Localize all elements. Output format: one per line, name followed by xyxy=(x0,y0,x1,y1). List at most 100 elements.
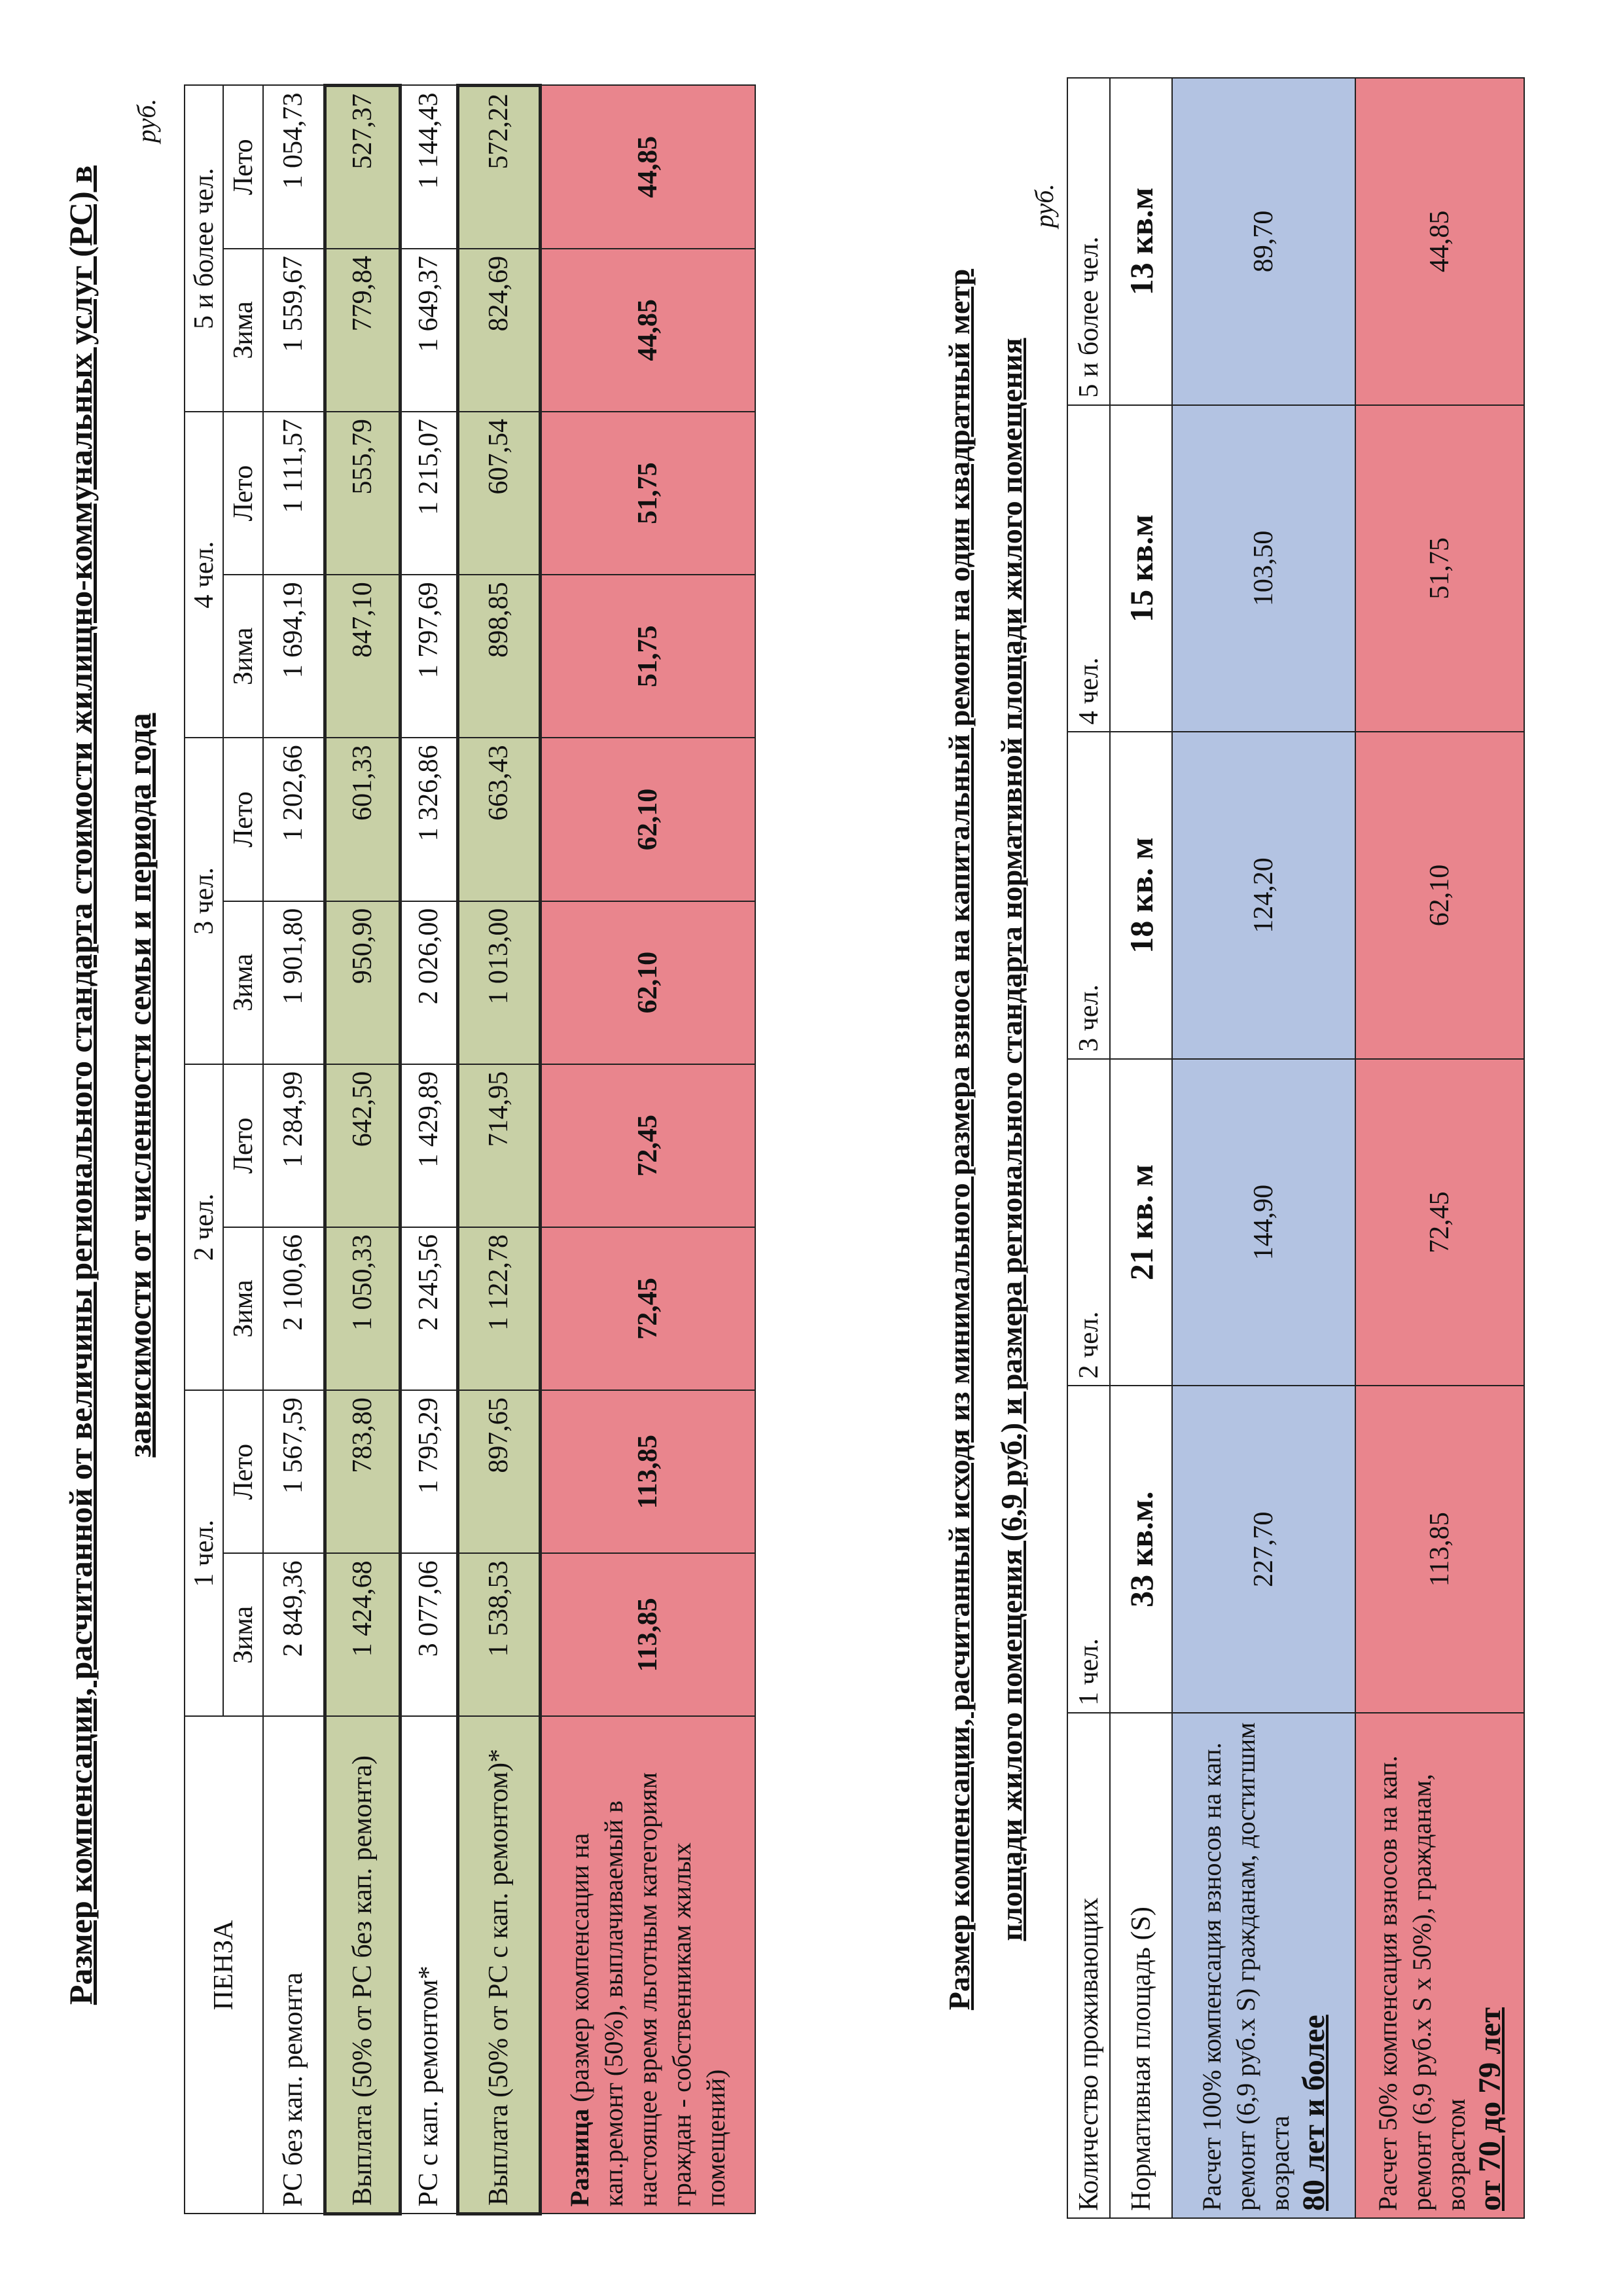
title-1: Размер компенсации, расчитанной от велич… xyxy=(51,136,169,2034)
cell-value: 1 901,80 xyxy=(263,901,325,1064)
city-header: ПЕНЗА xyxy=(185,1716,263,2214)
row-label: Выплата (50% от РС без кап. ремонта) xyxy=(325,1716,400,2214)
row-label: Выплата (50% от РС с кап. ремонтом)* xyxy=(457,1716,540,2214)
table-2-unit: руб. xyxy=(1029,183,1059,228)
difference-value: 113,85 xyxy=(540,1553,755,1717)
group-header: 1 чел. xyxy=(185,1390,223,1717)
full-compensation-value: 227,70 xyxy=(1172,1386,1355,1713)
full-compensation-row: Расчет 100% компенсация взносов на кап. … xyxy=(1172,78,1355,2218)
cell-value: 824,69 xyxy=(457,248,540,412)
season-header: Зима xyxy=(223,1227,263,1391)
cell-value: 1 144,43 xyxy=(400,85,457,249)
half-compensation-value: 72,45 xyxy=(1355,1058,1524,1386)
half-compensation-label: Расчет 50% компенсация взносов на кап. р… xyxy=(1355,1713,1524,2218)
group-header: 5 и более чел. xyxy=(185,85,223,412)
cell-value: 2 849,36 xyxy=(263,1553,325,1717)
difference-value: 113,85 xyxy=(540,1390,755,1554)
cell-value: 1 215,07 xyxy=(400,412,457,575)
cell-value: 663,43 xyxy=(457,738,540,901)
residents-count: 2 чел. xyxy=(1067,1058,1110,1386)
cell-value: 1 795,29 xyxy=(400,1390,457,1554)
age-70-79: от 70 до 79 лет xyxy=(1472,2007,1507,2211)
cell-value: 3 077,06 xyxy=(400,1553,457,1717)
difference-row: Разница (размер компенсации на кап.ремон… xyxy=(540,85,755,2214)
title-1-line-2: зависимости от численности семьи и перио… xyxy=(121,713,158,1458)
row-label: РС без кап. ремонта xyxy=(263,1716,325,2214)
cell-value: 1 797,69 xyxy=(400,575,457,738)
season-header: Зима xyxy=(223,901,263,1064)
compensation-table: ПЕНЗА 1 чел. 2 чел. 3 чел. 4 чел. 5 и бо… xyxy=(184,84,756,2215)
residents-count: 3 чел. xyxy=(1067,732,1110,1059)
cell-value: 1 429,89 xyxy=(400,1064,457,1227)
cell-value: 2 100,66 xyxy=(263,1227,325,1391)
cell-value: 1 424,68 xyxy=(325,1553,400,1717)
group-header: 3 чел. xyxy=(185,738,223,1064)
half-compensation-value: 44,85 xyxy=(1355,78,1524,405)
residents-row: Количество проживающих 1 чел. 2 чел. 3 ч… xyxy=(1067,78,1110,2218)
residents-count: 5 и более чел. xyxy=(1067,78,1110,405)
season-header: Зима xyxy=(223,248,263,412)
header-row-groups: ПЕНЗА 1 чел. 2 чел. 3 чел. 4 чел. 5 и бо… xyxy=(185,85,263,2214)
difference-label-bold: Разница xyxy=(565,2108,595,2207)
full-compensation-value: 144,90 xyxy=(1172,1058,1355,1386)
cell-value: 607,54 xyxy=(457,412,540,575)
title-2-line-2: площади жилого помещения (6,9 руб.) и ра… xyxy=(995,338,1028,1941)
difference-value: 44,85 xyxy=(540,248,755,412)
cell-value: 555,79 xyxy=(325,412,400,575)
difference-value: 51,75 xyxy=(540,412,755,575)
season-header: Лето xyxy=(223,1064,263,1227)
difference-value: 72,45 xyxy=(540,1064,755,1227)
row-label: РС с кап. ремонтом* xyxy=(400,1716,457,2214)
cell-value: 1 567,59 xyxy=(263,1390,325,1554)
cell-value: 1 054,73 xyxy=(263,85,325,249)
cell-value: 1 122,78 xyxy=(457,1227,540,1391)
cell-value: 847,10 xyxy=(325,575,400,738)
title-2: Размер компенсации, расчитанный исходя и… xyxy=(933,81,1038,2198)
table-row: Выплата (50% от РС с кап. ремонтом)* 1 53… xyxy=(457,85,540,2214)
cell-value: 950,90 xyxy=(325,901,400,1064)
cell-value: 1 013,00 xyxy=(457,901,540,1064)
season-header: Зима xyxy=(223,1553,263,1717)
title-1-line-1: Размер компенсации, расчитанной от велич… xyxy=(62,165,99,2005)
half-compensation-row: Расчет 50% компенсация взносов на кап. р… xyxy=(1355,78,1524,2218)
area-value: 18 кв. м xyxy=(1110,732,1172,1059)
cell-value: 1 559,67 xyxy=(263,248,325,412)
half-compensation-value: 51,75 xyxy=(1355,404,1524,732)
season-header: Лето xyxy=(223,412,263,575)
age-80-plus: 80 лет и более xyxy=(1296,2015,1331,2211)
cell-value: 2 245,56 xyxy=(400,1227,457,1391)
cell-value: 642,50 xyxy=(325,1064,400,1227)
difference-label: Разница (размер компенсации на кап.ремон… xyxy=(540,1716,755,2214)
residents-label: Количество проживающих xyxy=(1067,1713,1110,2218)
title-2-line-1: Размер компенсации, расчитанный исходя и… xyxy=(942,268,976,2011)
cell-value: 1 111,57 xyxy=(263,412,325,575)
residents-count: 1 чел. xyxy=(1067,1386,1110,1713)
full-compensation-label: Расчет 100% компенсация взносов на кап. … xyxy=(1172,1713,1355,2218)
full-compensation-value: 89,70 xyxy=(1172,78,1355,405)
cell-value: 527,37 xyxy=(325,85,400,249)
difference-value: 72,45 xyxy=(540,1227,755,1391)
area-label: Нормативная площадь (S) xyxy=(1110,1713,1172,2218)
cell-value: 1 694,19 xyxy=(263,575,325,738)
cell-value: 1 649,37 xyxy=(400,248,457,412)
cell-value: 1 202,66 xyxy=(263,738,325,901)
difference-value: 44,85 xyxy=(540,85,755,249)
season-header: Зима xyxy=(223,575,263,738)
table-row: РС с кап. ремонтом* 3 077,06 1 795,29 2 245… xyxy=(400,85,457,2214)
cell-value: 783,80 xyxy=(325,1390,400,1554)
cell-value: 1 284,99 xyxy=(263,1064,325,1227)
difference-value: 51,75 xyxy=(540,575,755,738)
group-header: 2 чел. xyxy=(185,1064,223,1391)
table-1-unit: руб. xyxy=(132,98,161,143)
cell-value: 714,95 xyxy=(457,1064,540,1227)
full-compensation-text: Расчет 100% компенсация взносов на кап. … xyxy=(1197,1722,1294,2211)
cell-value: 779,84 xyxy=(325,248,400,412)
difference-value: 62,10 xyxy=(540,738,755,901)
residents-count: 4 чел. xyxy=(1067,404,1110,732)
area-row: Нормативная площадь (S) 33 кв.м. 21 кв. … xyxy=(1110,78,1172,2218)
cell-value: 1 538,53 xyxy=(457,1553,540,1717)
half-compensation-value: 62,10 xyxy=(1355,732,1524,1059)
table-row: Выплата (50% от РС без кап. ремонта) 1 42… xyxy=(325,85,400,2214)
table-row: РС без кап. ремонта 2 849,36 1 567,59 2 100… xyxy=(263,85,325,2214)
half-compensation-text: Расчет 50% компенсация взносов на кап. р… xyxy=(1373,1755,1471,2211)
